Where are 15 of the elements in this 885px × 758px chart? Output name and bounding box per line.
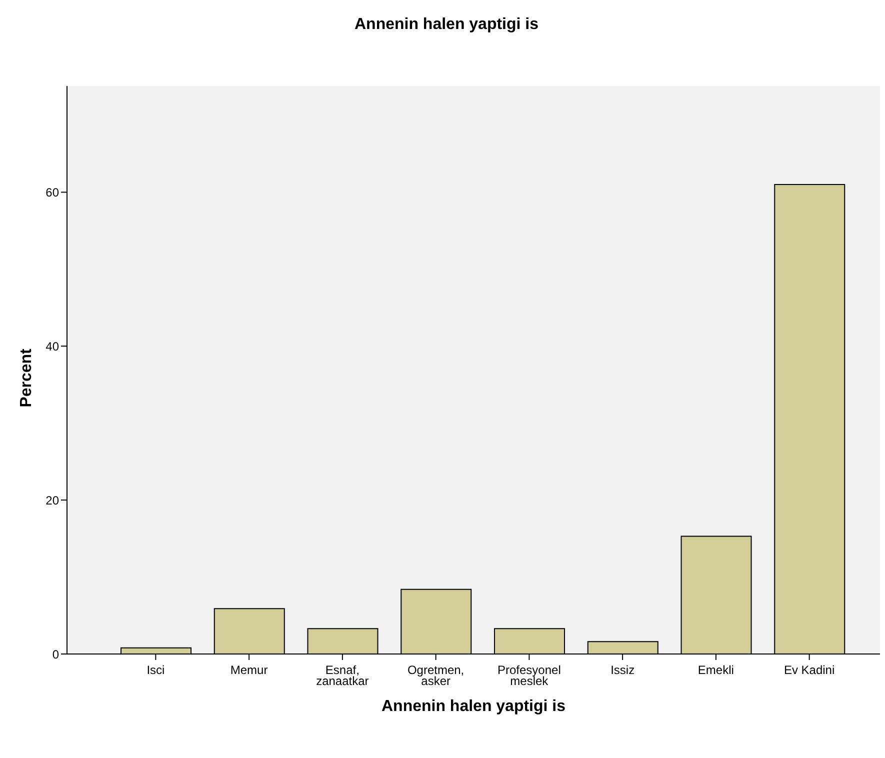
y-axis-title: Percent <box>18 348 36 408</box>
y-tick-label: 60 <box>46 185 60 200</box>
chart-title: Annenin halen yaptigi is <box>353 16 540 34</box>
x-tick-label: Issiz <box>610 663 635 677</box>
y-tick-label: 40 <box>46 339 60 354</box>
y-tick-label: 20 <box>46 493 60 508</box>
y-tick-label: 0 <box>52 647 60 662</box>
x-axis-title: Annenin halen yaptigi is <box>380 698 567 716</box>
x-tick-label: Ev Kadini <box>784 663 835 677</box>
x-tick-label: Profesyonel meslek <box>498 663 561 688</box>
x-tick-label: Memur <box>230 663 268 677</box>
x-tick-label: Esnaf, zanaatkar <box>316 663 369 688</box>
x-tick-label: Ogretmen, asker <box>407 663 464 688</box>
x-tick-label: Isci <box>146 663 165 677</box>
x-tick-label: Emekli <box>698 663 734 677</box>
